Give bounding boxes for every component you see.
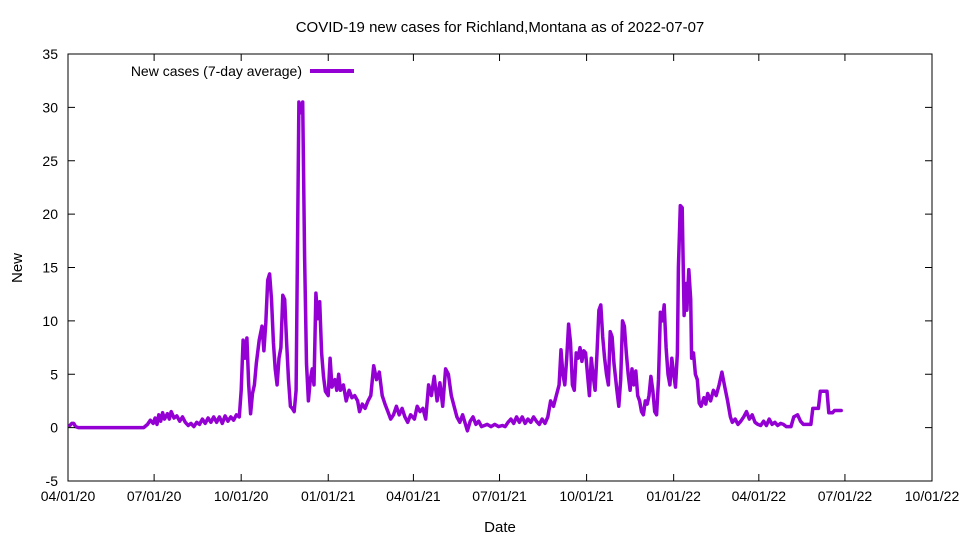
x-tick-label: 04/01/20	[41, 488, 96, 504]
x-tick-label: 04/01/22	[732, 488, 787, 504]
y-tick-label: 25	[42, 153, 58, 169]
x-tick-label: 07/01/20	[127, 488, 182, 504]
y-tick-label: 35	[42, 46, 58, 62]
y-tick-label: 30	[42, 99, 58, 115]
plot-frame	[67, 53, 933, 482]
legend: New cases (7-day average)	[131, 63, 354, 79]
x-tick-label: 10/01/21	[559, 488, 614, 504]
chart-title: COVID-19 new cases for Richland,Montana …	[296, 19, 705, 36]
y-tick-label: 5	[50, 366, 58, 382]
x-tick-label: 10/01/20	[214, 488, 269, 504]
y-tick-label: 15	[42, 260, 58, 276]
x-tick-label: 04/01/21	[386, 488, 441, 504]
x-tick-label: 10/01/22	[905, 488, 960, 504]
x-tick-label: 01/01/22	[646, 488, 701, 504]
y-axis-ticks: -5 0 5 10 15 20 25 30 35	[42, 46, 932, 489]
series-line-0	[68, 100, 843, 433]
x-axis-label: Date	[484, 519, 516, 536]
y-tick-label: 20	[42, 206, 58, 222]
x-tick-label: 07/01/21	[472, 488, 527, 504]
legend-label: New cases (7-day average)	[131, 63, 302, 79]
y-tick-label: 0	[50, 420, 58, 436]
y-tick-label: -5	[46, 473, 59, 489]
x-tick-label: 01/01/21	[301, 488, 356, 504]
plot-area	[67, 53, 933, 482]
x-axis-ticks: 04/01/20 07/01/20 10/01/20 01/01/21 04/01/21…	[41, 54, 960, 504]
y-tick-label: 10	[42, 313, 58, 329]
y-axis-label: New	[9, 253, 26, 283]
x-tick-label: 07/01/22	[818, 488, 873, 504]
